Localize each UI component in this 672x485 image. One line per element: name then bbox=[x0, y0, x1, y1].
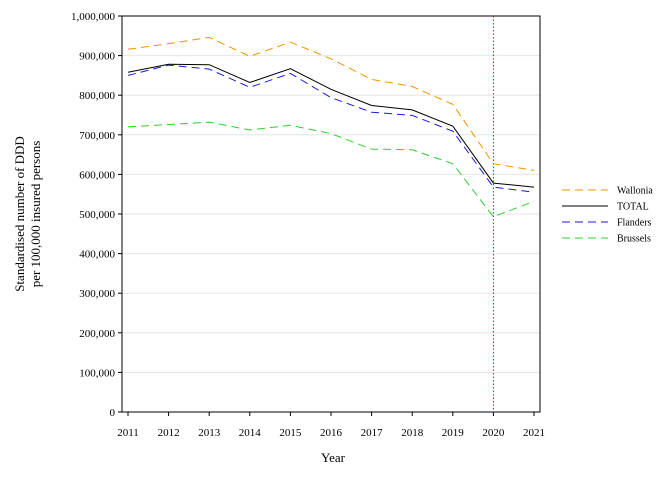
series-line-brussels bbox=[127, 121, 535, 218]
y-tick-label: 200,000 bbox=[79, 328, 115, 340]
y-tick-label: 400,000 bbox=[79, 249, 115, 261]
x-tick-label: 2016 bbox=[320, 427, 343, 439]
series-line-flanders bbox=[127, 64, 535, 193]
x-tick-label: 2020 bbox=[482, 427, 505, 439]
y-tick-label: 900,000 bbox=[79, 51, 115, 63]
y-tick-label: 300,000 bbox=[79, 288, 115, 300]
y-axis-title-line-2: per 100,000 insured persons bbox=[28, 141, 43, 288]
series-layer bbox=[127, 36, 535, 218]
x-axis: 2011 2012 2013 2014 2015 2016 2017 2018 2019 2020… bbox=[117, 412, 545, 439]
x-axis-title: Year bbox=[321, 450, 346, 465]
x-tick-label: 2011 bbox=[117, 427, 139, 439]
x-tick-label: 2014 bbox=[239, 427, 262, 439]
gridlines bbox=[122, 55, 540, 373]
y-tick-label: 600,000 bbox=[79, 169, 115, 181]
y-tick-label: 100,000 bbox=[79, 367, 115, 379]
y-tick-label: 500,000 bbox=[79, 209, 115, 221]
x-tick-label: 2017 bbox=[361, 427, 384, 439]
x-tick-label: 2018 bbox=[401, 427, 424, 439]
y-axis: 0 100,000 200,000 300,000 400,000 500,000 600,… bbox=[71, 11, 122, 419]
series-line-wallonia bbox=[127, 36, 535, 171]
y-axis-title-line-1: Standardised number of DDD bbox=[12, 136, 27, 292]
y-tick-label: 1,000,000 bbox=[71, 11, 116, 23]
legend: Wallonia TOTAL Flanders Brussels bbox=[562, 186, 653, 245]
x-tick-label: 2012 bbox=[158, 427, 180, 439]
legend-label-total: TOTAL bbox=[617, 202, 649, 213]
legend-label-brussels: Brussels bbox=[617, 234, 651, 245]
y-tick-label: 800,000 bbox=[79, 90, 115, 102]
x-tick-label: 2013 bbox=[198, 427, 221, 439]
x-tick-label: 2021 bbox=[523, 427, 545, 439]
legend-label-wallonia: Wallonia bbox=[617, 186, 653, 197]
series-line-total bbox=[127, 63, 535, 188]
x-tick-label: 2015 bbox=[279, 427, 302, 439]
y-tick-label: 700,000 bbox=[79, 130, 115, 142]
y-axis-title: Standardised number of DDD per 100,000 i… bbox=[12, 136, 43, 292]
legend-label-flanders: Flanders bbox=[617, 218, 652, 229]
y-tick-label: 0 bbox=[110, 407, 116, 419]
x-tick-label: 2019 bbox=[442, 427, 465, 439]
